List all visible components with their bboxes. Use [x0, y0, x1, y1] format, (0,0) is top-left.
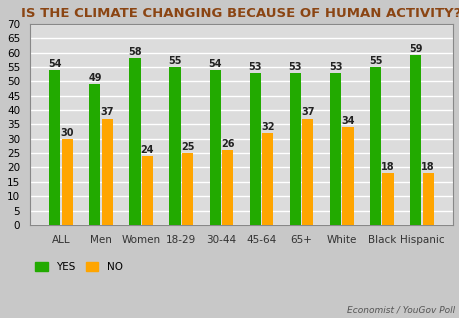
Text: 53: 53	[288, 62, 302, 72]
Bar	[169, 67, 180, 225]
Bar	[209, 70, 220, 225]
Text: 34: 34	[341, 116, 354, 126]
Legend: YES, NO: YES, NO	[35, 262, 122, 272]
Text: 55: 55	[168, 56, 181, 66]
Text: 53: 53	[328, 62, 341, 72]
Bar	[302, 119, 313, 225]
Bar	[289, 73, 300, 225]
Text: 25: 25	[180, 142, 194, 152]
Text: 32: 32	[260, 122, 274, 132]
Text: 53: 53	[248, 62, 262, 72]
Bar	[369, 67, 381, 225]
Text: 55: 55	[368, 56, 381, 66]
Title: IS THE CLIMATE CHANGING BECAUSE OF HUMAN ACTIVITY?: IS THE CLIMATE CHANGING BECAUSE OF HUMAN…	[21, 7, 459, 20]
Text: 37: 37	[101, 107, 114, 117]
Bar	[422, 173, 433, 225]
Text: 37: 37	[301, 107, 314, 117]
Text: 59: 59	[408, 44, 422, 54]
Text: 30: 30	[60, 128, 74, 138]
Bar	[62, 139, 73, 225]
Bar	[329, 73, 341, 225]
Text: 24: 24	[140, 145, 154, 155]
Text: 54: 54	[208, 59, 222, 69]
Bar	[89, 84, 100, 225]
Text: 49: 49	[88, 73, 101, 83]
Bar	[129, 58, 140, 225]
Bar	[262, 133, 273, 225]
Bar	[381, 173, 393, 225]
Text: 18: 18	[381, 162, 394, 172]
Bar	[341, 127, 353, 225]
Bar	[101, 119, 112, 225]
Text: 54: 54	[48, 59, 62, 69]
Text: 18: 18	[420, 162, 434, 172]
Bar	[249, 73, 260, 225]
Text: 26: 26	[220, 139, 234, 149]
Bar	[409, 55, 420, 225]
Bar	[141, 156, 153, 225]
Bar	[181, 153, 193, 225]
Text: Economist / YouGov Poll: Economist / YouGov Poll	[347, 306, 454, 315]
Bar	[222, 150, 233, 225]
Bar	[49, 70, 60, 225]
Text: 58: 58	[128, 47, 141, 57]
